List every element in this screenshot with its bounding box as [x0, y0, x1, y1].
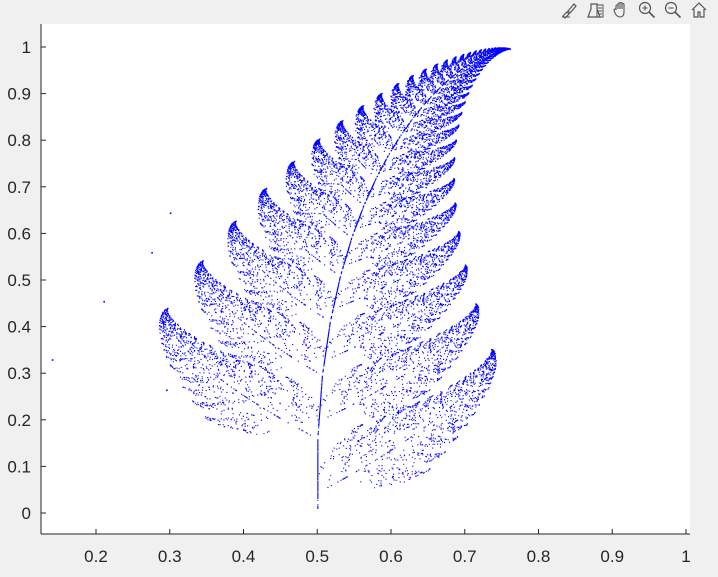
- stray-point: [103, 300, 105, 303]
- pan-button[interactable]: [610, 0, 632, 20]
- x-tick-label: 0.3: [158, 547, 182, 566]
- axes-background: [41, 24, 690, 534]
- x-tick-label: 0.7: [453, 547, 477, 566]
- fern-points: [51, 47, 511, 509]
- y-tick-label: 0.4: [7, 318, 31, 337]
- brush-icon: [562, 3, 577, 19]
- y-tick-label: 0.9: [7, 85, 31, 104]
- y-tick-label: 0.2: [7, 411, 31, 430]
- x-tick-label: 0.6: [379, 547, 403, 566]
- y-tick-label: 0.6: [7, 224, 31, 243]
- stray-point: [166, 389, 168, 392]
- pan-icon: [613, 1, 625, 18]
- zoom-out-button[interactable]: [662, 0, 684, 20]
- y-tick-label: 0.3: [7, 364, 31, 383]
- zoom-in-icon: [638, 1, 656, 19]
- fern-point-cloud: [158, 47, 511, 509]
- axes-lines: [40, 24, 690, 535]
- x-tick-label: 0.9: [600, 547, 624, 566]
- x-tick-label: 1: [681, 547, 690, 566]
- y-tick-label: 0.8: [7, 131, 31, 150]
- y-tick-label: 0: [22, 504, 31, 523]
- y-tick-label: 0.5: [7, 271, 31, 290]
- y-tick-label: 1: [22, 38, 31, 57]
- datatip-icon: [587, 3, 604, 18]
- y-tick-label: 0.7: [7, 178, 31, 197]
- y-tick-label: 0.1: [7, 457, 31, 476]
- x-tick-label: 0.8: [527, 547, 551, 566]
- stray-point: [51, 359, 54, 361]
- datatip-button[interactable]: [584, 0, 606, 20]
- stray-point: [151, 252, 153, 254]
- brush-button[interactable]: [558, 0, 580, 20]
- x-axis-ticks: 0.2 0.3 0.4 0.5 0.6 0.7 0.8 0.9 1: [84, 529, 691, 566]
- home-icon: [691, 2, 707, 18]
- x-tick-label: 0.4: [232, 547, 256, 566]
- y-axis-ticks: 0 0.1 0.2 0.3 0.4 0.5 0.6 0.7 0.8 0.9 1: [7, 38, 46, 523]
- stray-point: [169, 212, 172, 215]
- zoom-in-button[interactable]: [636, 0, 658, 20]
- x-tick-label: 0.5: [305, 547, 329, 566]
- zoom-out-icon: [664, 1, 682, 19]
- x-tick-label: 0.2: [84, 547, 108, 566]
- axes-toolbar: [558, 0, 710, 20]
- home-button[interactable]: [688, 0, 710, 20]
